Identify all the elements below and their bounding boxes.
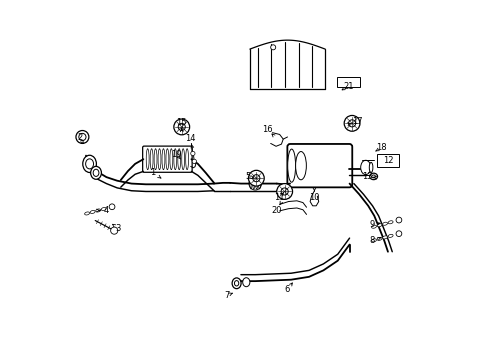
Ellipse shape <box>382 222 386 225</box>
Ellipse shape <box>169 149 172 170</box>
Circle shape <box>344 116 359 131</box>
Circle shape <box>252 175 259 182</box>
Ellipse shape <box>85 159 93 169</box>
Ellipse shape <box>387 234 392 238</box>
Ellipse shape <box>84 212 89 215</box>
FancyBboxPatch shape <box>336 77 359 87</box>
Text: 16: 16 <box>262 125 273 134</box>
Ellipse shape <box>90 211 95 213</box>
Ellipse shape <box>295 152 306 180</box>
Ellipse shape <box>232 278 241 289</box>
Ellipse shape <box>165 149 168 170</box>
Text: 19: 19 <box>171 150 181 159</box>
Ellipse shape <box>185 149 188 170</box>
Ellipse shape <box>258 178 260 189</box>
Ellipse shape <box>387 221 392 224</box>
Ellipse shape <box>242 278 249 287</box>
Circle shape <box>76 131 89 143</box>
Circle shape <box>178 123 185 130</box>
Ellipse shape <box>376 237 381 240</box>
Ellipse shape <box>369 173 377 180</box>
Ellipse shape <box>255 178 257 189</box>
Text: 17: 17 <box>351 117 362 126</box>
Ellipse shape <box>154 149 157 170</box>
Ellipse shape <box>252 178 254 189</box>
Circle shape <box>79 134 86 140</box>
Ellipse shape <box>93 169 99 176</box>
Circle shape <box>276 184 292 199</box>
Ellipse shape <box>376 224 381 227</box>
Ellipse shape <box>234 280 238 286</box>
Text: 12: 12 <box>382 156 392 165</box>
Ellipse shape <box>101 207 106 211</box>
Text: 3: 3 <box>115 224 121 233</box>
Text: 14: 14 <box>184 134 195 143</box>
Ellipse shape <box>162 149 164 170</box>
FancyBboxPatch shape <box>376 154 399 167</box>
Text: 20: 20 <box>271 206 282 215</box>
Circle shape <box>110 227 118 234</box>
Circle shape <box>174 119 189 135</box>
Text: 11: 11 <box>274 193 285 202</box>
Circle shape <box>348 120 355 127</box>
Text: 21: 21 <box>343 82 353 91</box>
Ellipse shape <box>371 225 376 228</box>
Text: 6: 6 <box>285 285 289 294</box>
Ellipse shape <box>368 162 372 172</box>
Ellipse shape <box>249 178 251 189</box>
Ellipse shape <box>82 155 96 172</box>
Text: 2: 2 <box>77 133 82 142</box>
Ellipse shape <box>146 149 149 170</box>
Text: 1: 1 <box>150 168 155 177</box>
Circle shape <box>109 204 115 210</box>
Circle shape <box>190 151 195 156</box>
Text: 10: 10 <box>308 193 319 202</box>
Ellipse shape <box>96 209 101 212</box>
Circle shape <box>281 188 287 195</box>
Text: 15: 15 <box>176 118 186 127</box>
Text: 5: 5 <box>245 172 250 181</box>
Text: 13: 13 <box>361 172 372 181</box>
Text: 18: 18 <box>375 143 386 152</box>
Text: 7: 7 <box>224 291 229 300</box>
Text: 9: 9 <box>368 220 374 229</box>
Ellipse shape <box>174 149 176 170</box>
Ellipse shape <box>360 160 370 175</box>
Text: 4: 4 <box>103 206 109 215</box>
Ellipse shape <box>270 45 275 50</box>
Ellipse shape <box>182 149 184 170</box>
Ellipse shape <box>287 149 295 182</box>
Ellipse shape <box>371 239 376 242</box>
Circle shape <box>395 231 401 237</box>
FancyBboxPatch shape <box>287 144 351 187</box>
Ellipse shape <box>158 149 161 170</box>
Ellipse shape <box>90 166 101 179</box>
Circle shape <box>395 217 401 223</box>
Ellipse shape <box>178 149 180 170</box>
Text: 8: 8 <box>368 237 374 246</box>
Circle shape <box>192 159 196 163</box>
Ellipse shape <box>382 236 386 239</box>
Ellipse shape <box>371 175 375 178</box>
Ellipse shape <box>150 149 153 170</box>
Circle shape <box>248 170 264 186</box>
